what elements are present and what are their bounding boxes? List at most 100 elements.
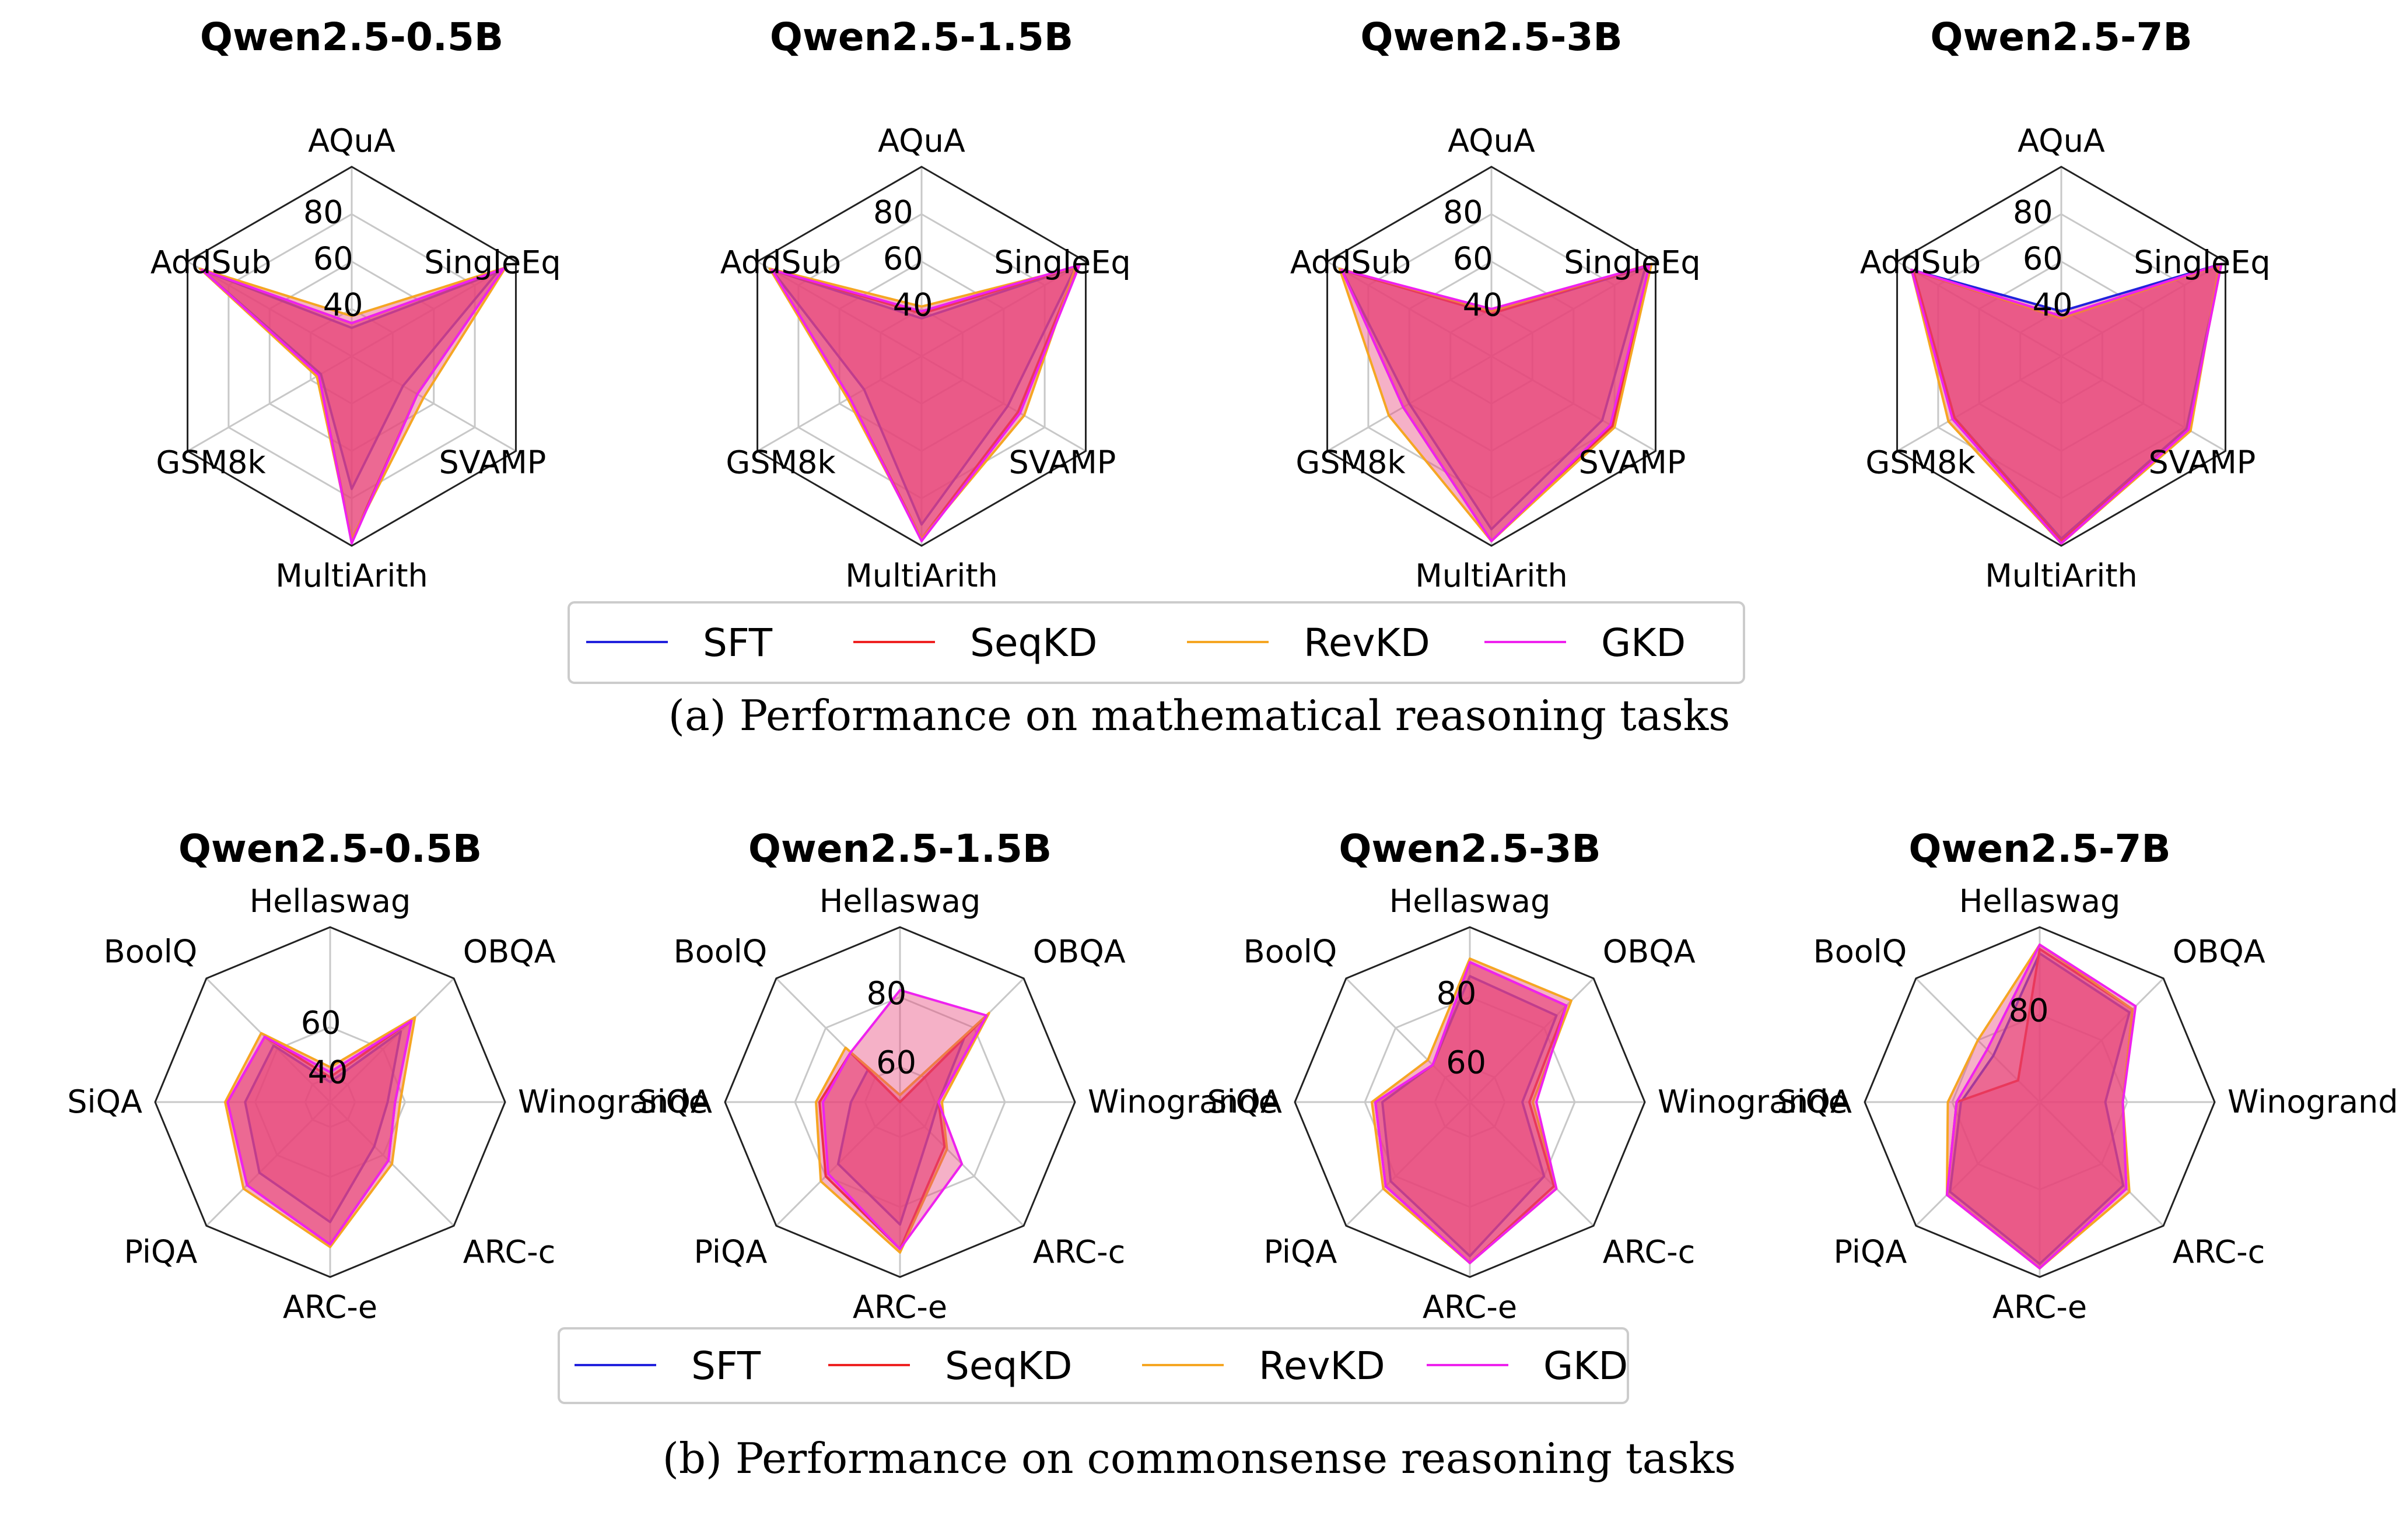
axis-label-svamp: SVAMP <box>1009 444 1116 481</box>
axis-label-arc-e: ARC-e <box>283 1289 377 1325</box>
legend-frame <box>568 601 1745 684</box>
axis-label-hellaswag: Hellaswag <box>1389 883 1551 920</box>
grid-spoke <box>329 977 455 1103</box>
axis-label-svamp: SVAMP <box>439 444 547 481</box>
axis-label-boolq: BoolQ <box>1813 934 1907 970</box>
chart-title: Qwen2.5-1.5B <box>770 15 1073 59</box>
axis-label-arc-e: ARC-e <box>853 1289 947 1325</box>
axis-label-aqua: AQuA <box>2018 122 2105 159</box>
grid-spoke <box>187 261 352 357</box>
outer-frame <box>1864 926 2216 1278</box>
axis-label-singleeq: SingleEq <box>1564 244 1700 281</box>
chart-title: Qwen2.5-3B <box>1339 826 1600 871</box>
chart-title: Qwen2.5-1.5B <box>748 826 1052 871</box>
axis-label-piqa: PiQA <box>694 1233 767 1270</box>
tick-label: 80 <box>2013 194 2053 231</box>
axis-label-obqa: OBQA <box>463 934 556 970</box>
axis-label-aqua: AQuA <box>1448 122 1535 159</box>
tick-label: 80 <box>2009 992 2049 1029</box>
axis-label-singleeq: SingleEq <box>2134 244 2270 281</box>
axis-label-arc-c: ARC-c <box>1033 1233 1126 1270</box>
axis-label-addsub: AddSub <box>1860 244 1981 281</box>
tick-label: 60 <box>313 240 353 277</box>
series-gkd <box>771 264 1081 542</box>
tick-label: 80 <box>867 975 907 1012</box>
tick-label: 60 <box>1453 240 1493 277</box>
outer-frame <box>187 166 517 547</box>
radar-commonsense-qwen2-5-1-5b: 60 80 Hellaswag OBQA Winogrande ARC-c ARC-e PiQ… <box>637 826 1278 1325</box>
series-gkd <box>1910 262 2223 545</box>
axis-label-arc-c: ARC-c <box>463 1233 556 1270</box>
tick-label: 60 <box>301 1005 341 1041</box>
legend-label-seqkd: SeqKD <box>970 620 1098 665</box>
legend-label-seqkd: SeqKD <box>945 1343 1073 1388</box>
axis-label-obqa: OBQA <box>2173 934 2265 970</box>
series-sft <box>1381 975 1558 1257</box>
tick-label: 40 <box>893 287 933 324</box>
grid-spoke <box>1915 1101 2041 1227</box>
series-gkd <box>1945 943 2137 1269</box>
axis-label-arc-e: ARC-e <box>1423 1289 1517 1325</box>
tick-label: 60 <box>876 1044 916 1081</box>
caption-math: (a) Performance on mathematical reasonin… <box>668 691 1730 740</box>
chart-title: Qwen2.5-3B <box>1360 15 1622 59</box>
outer-frame <box>1896 166 2226 547</box>
chart-title: Qwen2.5-0.5B <box>178 826 482 871</box>
radar-charts: 40 60 80 AQuA SingleEq SVAMP MultiArith GSM8k Ad… <box>67 15 2399 1325</box>
series-gkd <box>201 267 505 545</box>
axis-label-addsub: AddSub <box>150 244 271 281</box>
tick-label: 80 <box>873 194 913 231</box>
axis-label-multiarith: MultiArith <box>275 557 428 594</box>
outer-frame <box>724 926 1076 1278</box>
series-revkd <box>815 1012 990 1254</box>
axis-label-boolq: BoolQ <box>1244 934 1337 970</box>
caption-commonsense: (b) Performance on commonsense reasoning… <box>663 1434 1736 1483</box>
tick-label: 60 <box>1446 1044 1486 1081</box>
grid-spoke <box>921 261 1087 357</box>
series-sft <box>244 1030 402 1223</box>
tick-label: 40 <box>323 287 363 324</box>
tick-label: 60 <box>883 240 923 277</box>
axis-label-piqa: PiQA <box>1263 1233 1337 1270</box>
outer-frame <box>757 166 1087 547</box>
axis-label-arc-e: ARC-e <box>1992 1289 2087 1325</box>
tick-label: 80 <box>1437 975 1477 1012</box>
axis-label-siqa: SiQA <box>67 1083 142 1120</box>
radar-math-qwen2-5-1-5b: 40 60 80 AQuA SingleEq SVAMP MultiArith GSM8k Ad… <box>720 15 1131 594</box>
axis-label-multiarith: MultiArith <box>1415 557 1568 594</box>
grid-spoke <box>351 355 517 452</box>
legend-label-revkd: RevKD <box>1259 1343 1385 1388</box>
axis-label-multiarith: MultiArith <box>1985 557 2138 594</box>
outer-frame <box>1326 166 1656 547</box>
axis-label-aqua: AQuA <box>878 122 965 159</box>
grid-spoke <box>1491 261 1656 357</box>
series-sft <box>836 1036 966 1226</box>
tick-label: 60 <box>2023 240 2063 277</box>
grid-spoke <box>205 1101 331 1227</box>
axis-label-gsm8k: GSM8k <box>1865 444 1976 481</box>
axis-label-aqua: AQuA <box>308 122 395 159</box>
legend-label-gkd: GKD <box>1601 620 1686 665</box>
axis-label-obqa: OBQA <box>1033 934 1126 970</box>
axis-label-singleeq: SingleEq <box>424 244 561 281</box>
grid-spoke <box>2061 261 2226 357</box>
axis-label-svamp: SVAMP <box>1579 444 1686 481</box>
radar-commonsense-qwen2-5-3b: 60 80 Hellaswag OBQA Winogrande ARC-c ARC-e PiQ… <box>1207 826 1848 1325</box>
chart-title: Qwen2.5-0.5B <box>200 15 503 59</box>
radar-commonsense-qwen2-5-7b: 80 Hellaswag OBQA Winogrande ARC-c ARC-e PiQA S… <box>1777 826 2399 1325</box>
axis-label-gsm8k: GSM8k <box>1295 444 1406 481</box>
grid-spoke <box>1469 1101 1595 1227</box>
axis-label-addsub: AddSub <box>720 244 841 281</box>
tick-label: 80 <box>1443 194 1483 231</box>
grid-spoke <box>1326 261 1492 357</box>
axis-label-winogrande: Winogrande <box>2228 1083 2399 1120</box>
legend-label-sft: SFT <box>703 620 773 665</box>
series-gkd <box>1340 264 1651 542</box>
grid-spoke <box>2039 1101 2165 1227</box>
grid-spoke <box>757 261 922 357</box>
axis-label-hellaswag: Hellaswag <box>250 883 411 920</box>
legend-commonsense: SFT SeqKD RevKD GKD <box>558 1327 1629 1404</box>
axis-label-gsm8k: GSM8k <box>726 444 836 481</box>
grid-spoke <box>1345 1101 1471 1227</box>
axis-label-boolq: BoolQ <box>674 934 768 970</box>
